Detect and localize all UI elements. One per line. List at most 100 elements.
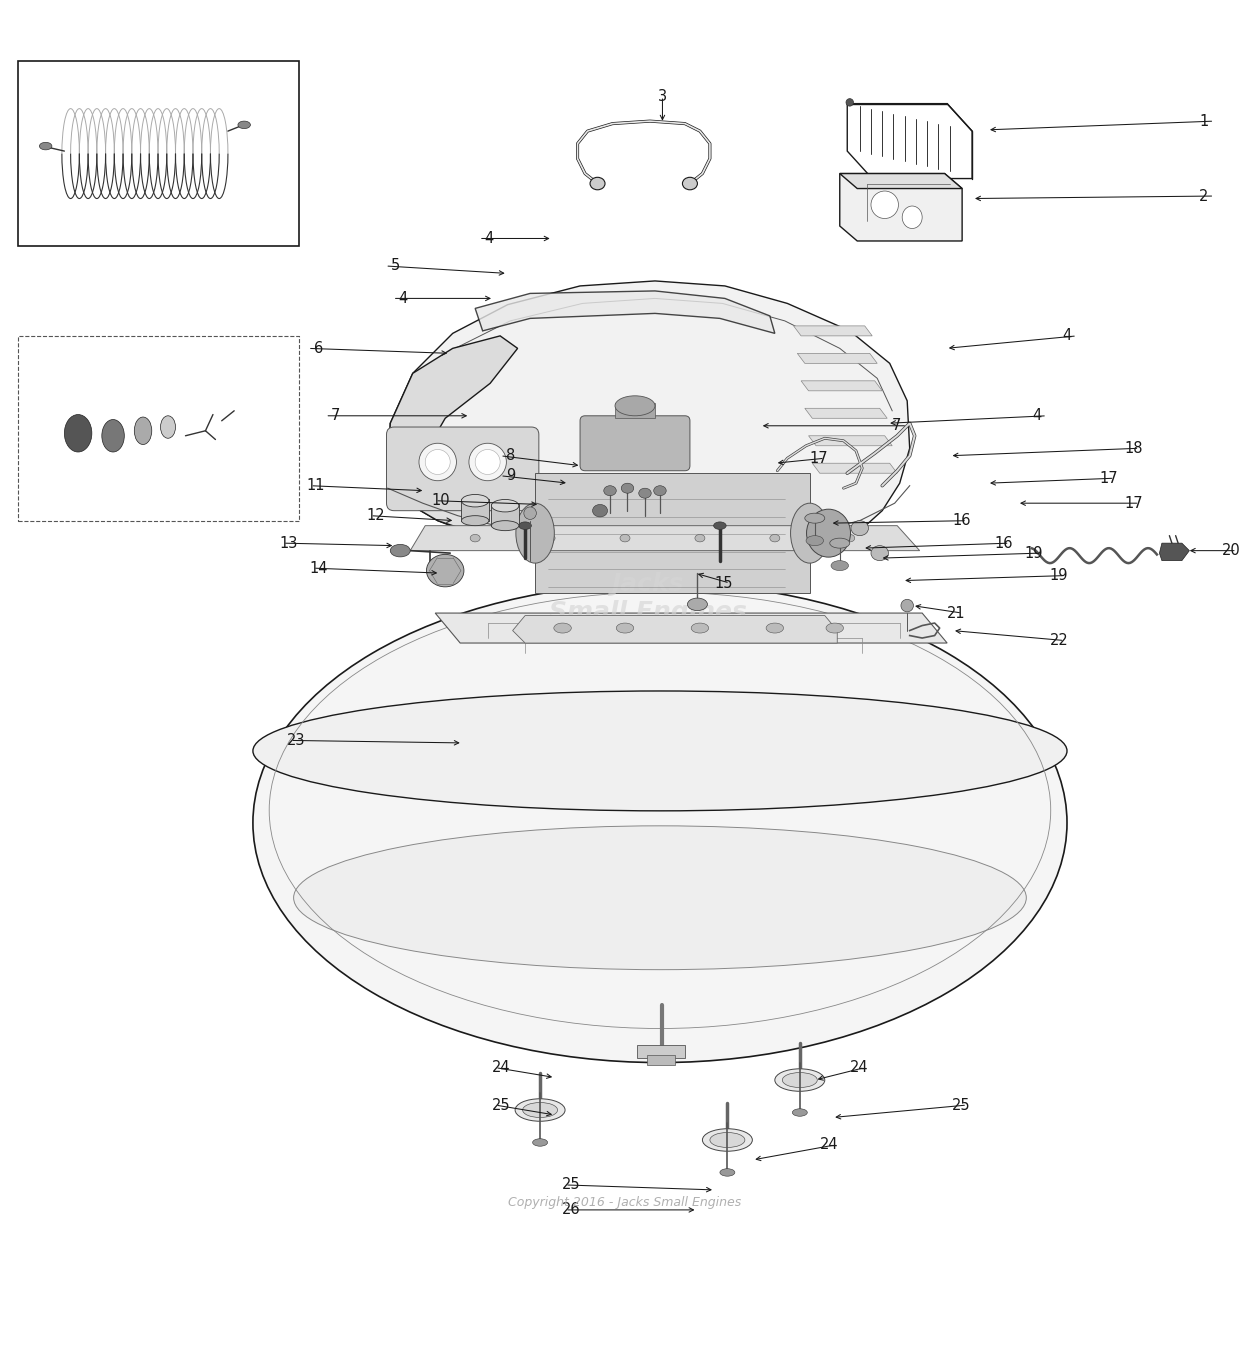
Polygon shape [388, 281, 910, 564]
Ellipse shape [831, 561, 849, 571]
Ellipse shape [590, 178, 605, 190]
Ellipse shape [775, 1069, 825, 1092]
Text: 25: 25 [561, 1178, 580, 1193]
Text: 10: 10 [431, 493, 450, 509]
Ellipse shape [515, 1098, 565, 1121]
Text: 28: 28 [46, 355, 71, 374]
Ellipse shape [845, 534, 855, 542]
Ellipse shape [604, 486, 616, 495]
Ellipse shape [516, 503, 554, 563]
Polygon shape [435, 612, 948, 643]
Ellipse shape [160, 416, 175, 439]
Text: 20: 20 [1221, 544, 1240, 559]
Text: 14: 14 [309, 561, 328, 576]
Ellipse shape [782, 1073, 818, 1088]
Ellipse shape [40, 143, 52, 149]
Text: 3: 3 [658, 89, 668, 104]
Polygon shape [408, 475, 538, 548]
Polygon shape [475, 291, 775, 334]
Text: 16: 16 [995, 536, 1012, 551]
Text: 12: 12 [366, 509, 385, 524]
Text: 27: 27 [46, 81, 71, 100]
Ellipse shape [545, 534, 555, 542]
Ellipse shape [134, 417, 151, 444]
Text: 15: 15 [715, 576, 734, 591]
Ellipse shape [253, 583, 1068, 1062]
Ellipse shape [238, 121, 250, 129]
Bar [491, 505, 519, 526]
Ellipse shape [616, 623, 634, 633]
Ellipse shape [592, 505, 608, 517]
Text: 1: 1 [1199, 113, 1209, 129]
Text: 17: 17 [1125, 495, 1142, 510]
Text: 24: 24 [491, 1061, 510, 1075]
Polygon shape [512, 615, 838, 643]
Text: 16: 16 [952, 513, 971, 528]
Polygon shape [410, 526, 920, 551]
Ellipse shape [871, 545, 889, 561]
Ellipse shape [621, 483, 634, 493]
Ellipse shape [695, 534, 705, 542]
Text: 4: 4 [399, 291, 408, 306]
Text: 25: 25 [491, 1097, 510, 1113]
Ellipse shape [688, 598, 707, 611]
Text: Jacks
Small Engines: Jacks Small Engines [549, 572, 746, 625]
Polygon shape [809, 436, 892, 446]
Ellipse shape [253, 690, 1068, 810]
Ellipse shape [871, 191, 899, 218]
Ellipse shape [830, 538, 850, 548]
Bar [19, 61, 299, 246]
Text: 17: 17 [810, 451, 829, 466]
FancyBboxPatch shape [386, 427, 539, 510]
Ellipse shape [294, 826, 1026, 969]
Text: 25: 25 [952, 1097, 971, 1113]
Polygon shape [801, 381, 882, 390]
Text: 11: 11 [306, 478, 325, 493]
Polygon shape [1160, 544, 1189, 561]
Text: 22: 22 [1050, 633, 1069, 647]
Ellipse shape [902, 206, 922, 229]
Text: 6: 6 [314, 341, 322, 355]
Polygon shape [840, 174, 962, 188]
Text: 24: 24 [850, 1061, 869, 1075]
Text: 13: 13 [280, 536, 298, 551]
Bar [615, 404, 655, 419]
Ellipse shape [714, 522, 726, 529]
Ellipse shape [425, 450, 450, 475]
Ellipse shape [710, 1132, 745, 1148]
Text: 17: 17 [1100, 471, 1118, 486]
Ellipse shape [101, 420, 124, 452]
Ellipse shape [64, 415, 91, 452]
Text: 24: 24 [820, 1137, 839, 1152]
Text: 8: 8 [506, 448, 515, 463]
Ellipse shape [475, 450, 500, 475]
Ellipse shape [524, 507, 536, 520]
Ellipse shape [805, 513, 825, 524]
Ellipse shape [522, 1102, 558, 1117]
Ellipse shape [419, 443, 456, 481]
Bar [461, 499, 489, 521]
Text: 26: 26 [561, 1202, 580, 1217]
Text: 4: 4 [1032, 408, 1041, 423]
Polygon shape [798, 354, 877, 363]
Ellipse shape [901, 599, 914, 612]
Ellipse shape [770, 534, 780, 542]
Text: 19: 19 [1025, 545, 1042, 561]
Ellipse shape [703, 1129, 752, 1151]
Text: 2: 2 [1199, 188, 1209, 203]
Ellipse shape [792, 1109, 808, 1116]
Text: 4: 4 [1062, 328, 1071, 343]
Ellipse shape [519, 522, 531, 529]
Ellipse shape [461, 494, 489, 507]
Polygon shape [794, 326, 872, 336]
Ellipse shape [469, 443, 506, 481]
Bar [638, 1044, 685, 1058]
Ellipse shape [532, 1139, 548, 1147]
Ellipse shape [826, 623, 844, 633]
FancyBboxPatch shape [580, 416, 690, 471]
Bar [648, 1055, 675, 1065]
Text: 7: 7 [331, 408, 340, 423]
Text: 18: 18 [1125, 440, 1142, 456]
Bar [19, 336, 299, 521]
Ellipse shape [806, 509, 850, 557]
